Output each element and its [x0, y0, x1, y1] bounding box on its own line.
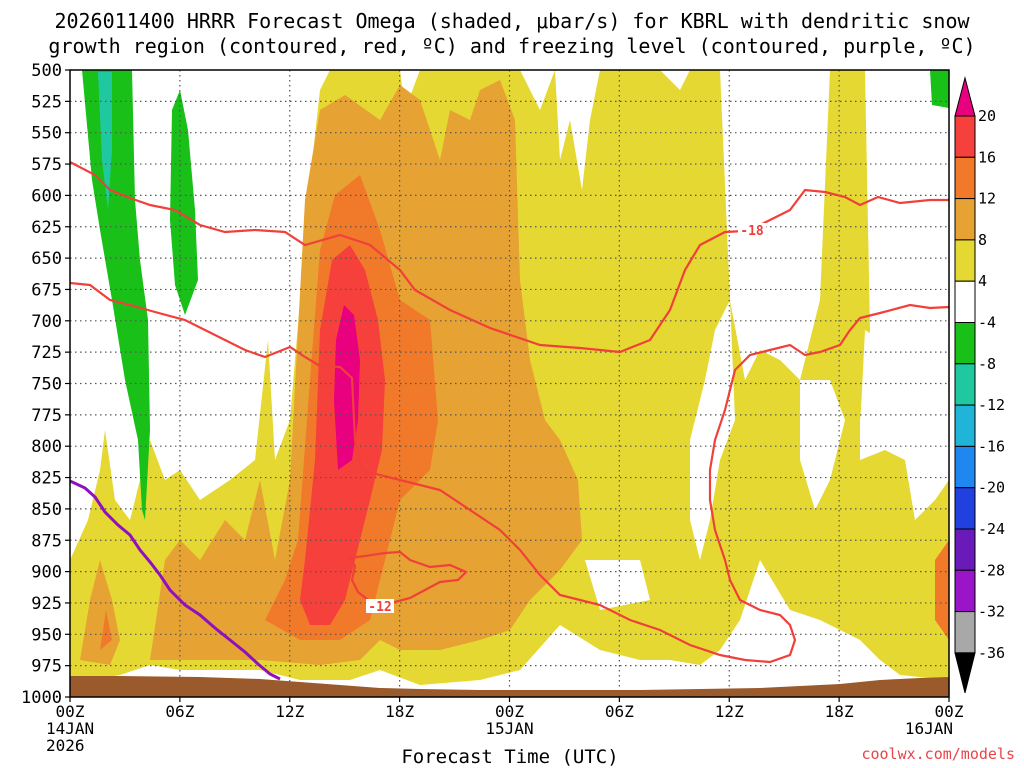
contour-label-bg-18	[738, 223, 766, 237]
colorbar-segment	[954, 528, 976, 571]
contours	[70, 161, 949, 681]
colorbar-top-arrow	[954, 76, 976, 117]
colorbar-label: 4	[978, 272, 987, 290]
colorbar-label: -20	[978, 479, 1005, 497]
colorbar-segment	[954, 404, 976, 447]
y-tick-label: 950	[31, 625, 62, 645]
y-tick-label: 500	[31, 61, 62, 81]
contour-dgz-upper-b	[70, 281, 949, 664]
x-tick-label: 06Z	[605, 702, 634, 721]
colorbar-label: -4	[978, 314, 996, 332]
y-tick-label: 800	[31, 437, 62, 457]
y-tick-label: 600	[31, 186, 62, 206]
omega-fill-neg-4-8-right	[930, 70, 949, 108]
colorbar-segment	[954, 322, 976, 365]
colorbar-label: 20	[978, 107, 996, 125]
x-tick-date: 15JAN	[485, 719, 533, 738]
y-tick-label: 575	[31, 155, 62, 175]
colorbar-segment	[954, 445, 976, 489]
omega-fill-12-16-right	[935, 540, 949, 640]
ground-terrain	[70, 676, 949, 697]
y-tick-label: 700	[31, 312, 62, 332]
colorbar-label: 16	[978, 148, 996, 166]
x-tick-label: 18Z	[385, 702, 414, 721]
y-tick-label: 1000	[21, 688, 62, 708]
y-tick-label: 825	[31, 469, 62, 489]
colorbar-bottom-arrow	[954, 652, 976, 694]
omega-gap-1	[690, 300, 735, 560]
contour-label-bg-12	[366, 599, 394, 613]
x-tick-label: 00Z	[56, 702, 85, 721]
omega-fill-neg-4-8-mid	[170, 90, 198, 315]
y-tick-label: 750	[31, 375, 62, 395]
colorbar-label: -32	[978, 603, 1005, 621]
omega-gap-4	[585, 560, 650, 610]
chart-title-line1: 2026011400 HRRR Forecast Omega (shaded, …	[54, 9, 970, 33]
colorbar-label: -8	[978, 355, 996, 373]
y-tick-label: 975	[31, 657, 62, 677]
y-tick-label: 900	[31, 563, 62, 583]
omega-gap-3	[860, 330, 880, 430]
colorbar-segment	[954, 569, 976, 613]
colorbar-label: 12	[978, 190, 996, 208]
colorbar-segment	[954, 280, 976, 324]
colorbar-segment	[954, 239, 976, 282]
colorbar-segment	[954, 611, 976, 654]
y-axis: 500 525 550 575 600 625 650 675 700 725 750 775 800 8…	[21, 61, 70, 708]
colorbar-segment	[954, 156, 976, 200]
contour-label-minus18: -18	[740, 224, 764, 239]
colorbar-label: -36	[978, 644, 1005, 662]
x-tick-label: 18Z	[825, 702, 854, 721]
x-axis-label: Forecast Time (UTC)	[401, 746, 618, 768]
y-tick-label: 925	[31, 594, 62, 614]
y-tick-label: 550	[31, 124, 62, 144]
colorbar-label: -24	[978, 520, 1005, 538]
y-tick-label: 725	[31, 343, 62, 363]
x-tick-year: 2026	[46, 736, 85, 755]
x-tick-date: 16JAN	[905, 719, 953, 738]
colorbar-label: -16	[978, 437, 1005, 455]
chart-title-line2: growth region (contoured, red, ºC) and f…	[48, 34, 975, 58]
y-tick-label: 525	[31, 92, 62, 112]
contour-dgz-lower	[348, 550, 468, 606]
y-tick-label: 850	[31, 500, 62, 520]
x-tick-label: 00Z	[495, 702, 524, 721]
x-tick-label: 12Z	[275, 702, 304, 721]
colorbar-label: -12	[978, 396, 1005, 414]
x-tick-date: 14JAN	[46, 719, 94, 738]
y-tick-label: 675	[31, 280, 62, 300]
colorbar-label: 8	[978, 231, 987, 249]
x-tick-label: 12Z	[715, 702, 744, 721]
y-tick-label: 875	[31, 531, 62, 551]
y-tick-label: 650	[31, 249, 62, 269]
omega-fill-neg-4-8-left	[82, 70, 150, 520]
omega-fill-neg-8-12	[98, 72, 112, 210]
freezing-level-0c	[70, 479, 281, 681]
colorbar-segment	[954, 198, 976, 241]
contour-label-minus12: -12	[368, 600, 391, 615]
x-tick-label: 00Z	[935, 702, 964, 721]
y-tick-label: 775	[31, 406, 62, 426]
colorbar: 20 16 12 8 4 -4 -8 -12 -16 -20 -24 -28 -32 -36	[954, 76, 1005, 694]
credit-text: coolwx.com/models	[861, 745, 1015, 763]
colorbar-segment	[954, 487, 976, 530]
colorbar-segment	[954, 115, 976, 158]
y-tick-label: 625	[31, 218, 62, 238]
x-tick-label: 06Z	[165, 702, 194, 721]
colorbar-segment	[954, 363, 976, 406]
contour-dgz-upper-a	[70, 161, 949, 354]
colorbar-label: -28	[978, 561, 1005, 579]
